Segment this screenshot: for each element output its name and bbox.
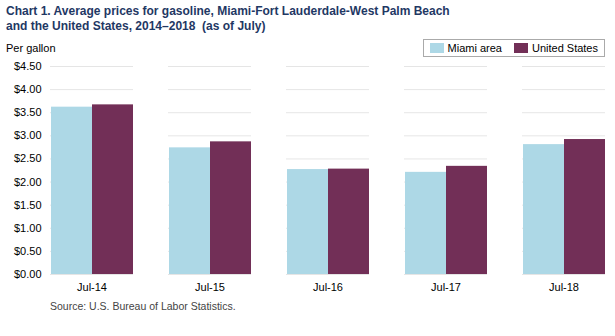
html-text:Per gallon: Per gallon: [6, 42, 56, 54]
svg-text:Jul-15: Jul-15: [195, 281, 225, 293]
html-text:United States: United States: [532, 42, 598, 54]
svg-text:Jul-16: Jul-16: [313, 281, 343, 293]
svg-text:$4.50: $4.50: [14, 60, 42, 72]
svg-text:$1.50: $1.50: [14, 199, 42, 211]
svg-text:Jul-14: Jul-14: [77, 281, 107, 293]
svg-text:$3.00: $3.00: [14, 129, 42, 141]
html-text:Miami area: Miami area: [447, 42, 502, 54]
svg-text:$2.00: $2.00: [14, 176, 42, 188]
svg-text:Jul-18: Jul-18: [549, 281, 579, 293]
svg-text:$0.50: $0.50: [14, 245, 42, 257]
html-text:Chart 1. Average prices for ga: Chart 1. Average prices for gasoline, Mi…: [6, 4, 450, 33]
svg-text:Jul-17: Jul-17: [431, 281, 461, 293]
svg-text:$0.00: $0.00: [14, 268, 42, 280]
svg-text:$1.00: $1.00: [14, 222, 42, 234]
svg-text:$4.00: $4.00: [14, 83, 42, 95]
svg-text:$2.50: $2.50: [14, 152, 42, 164]
svg-text:$3.50: $3.50: [14, 106, 42, 118]
html-text:Source: U.S. Bureau of Labor S: Source: U.S. Bureau of Labor Statistics.: [50, 300, 236, 312]
